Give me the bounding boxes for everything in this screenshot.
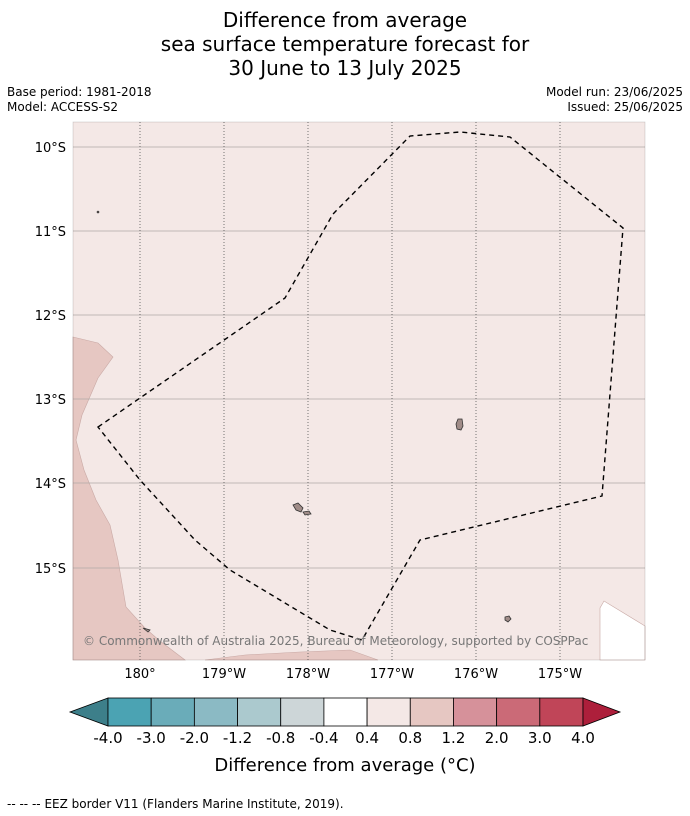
colorbar-tick-label: 0.4 (355, 729, 379, 747)
colorbar-tick-label: 1.2 (442, 729, 466, 747)
lat-label-15s: 15°S (35, 562, 66, 577)
ocean-anomaly-field (73, 122, 645, 660)
colorbar-segment (107, 697, 152, 727)
colorbar-tick-label: 0.8 (398, 729, 422, 747)
island-east (455, 418, 464, 431)
colorbar-segment (280, 697, 325, 727)
meta-right: Model run: 23/06/2025 Issued: 25/06/2025 (546, 85, 683, 115)
colorbar-segment (496, 697, 541, 727)
island-central (292, 502, 304, 513)
lat-label-11s: 11°S (35, 225, 66, 240)
colorbar-tick-label: -2.0 (180, 729, 209, 747)
title-line-3: 30 June to 13 July 2025 (228, 56, 462, 80)
model-name: Model: ACCESS-S2 (7, 100, 119, 114)
lat-label-14s: 14°S (35, 477, 66, 492)
footer-legend: -- -- -- EEZ border V11 (Flanders Marine… (7, 797, 344, 811)
colorbar-tick-label: -0.4 (309, 729, 338, 747)
map-frame (72, 121, 646, 661)
colorbar-segment (366, 697, 411, 727)
colorbar-extend-low (68, 697, 109, 727)
colorbar-segment (323, 697, 368, 727)
issued-date: Issued: 25/06/2025 (567, 100, 683, 114)
copyright-text: © Commonwealth of Australia 2025, Bureau… (83, 634, 588, 648)
lat-label-13s: 13°S (35, 393, 66, 408)
colorbar-tick-label: 2.0 (485, 729, 509, 747)
title-line-1: Difference from average (222, 8, 468, 32)
colorbar-tick-label: -1.2 (223, 729, 252, 747)
islands (96, 210, 512, 633)
lat-label-10s: 10°S (35, 141, 66, 156)
map-title: Difference from average sea surface temp… (0, 8, 690, 80)
island-central-small (302, 510, 312, 516)
colorbar-tick-label: 4.0 (571, 729, 595, 747)
colorbar-segment (453, 697, 498, 727)
meta-left: Base period: 1981-2018 Model: ACCESS-S2 (7, 85, 152, 115)
lon-label-177w: 177°W (370, 667, 414, 682)
colorbar-segment (409, 697, 454, 727)
warm-anomaly-region-west (72, 336, 186, 661)
colorbar: -4.0 -3.0 -2.0 -1.2 -0.8 -0.4 0.4 0.8 1.2 2.0 3.0 4… (68, 697, 622, 747)
colorbar-tick-label: -4.0 (93, 729, 122, 747)
colorbar-extend-high (582, 697, 622, 727)
lon-label-179w: 179°W (202, 667, 246, 682)
base-period: Base period: 1981-2018 (7, 85, 152, 99)
colorbar-tick-label: 3.0 (528, 729, 552, 747)
title-line-2: sea surface temperature forecast for (160, 32, 530, 56)
latitude-gridlines (73, 146, 645, 569)
longitude-labels: 180° 179°W 178°W 177°W 176°W 175°W (124, 667, 582, 682)
eez-legend-symbol: -- -- -- (7, 797, 41, 811)
colorbar-segment (237, 697, 282, 727)
island-northwest (96, 210, 100, 214)
lon-label-176w: 176°W (454, 667, 498, 682)
lon-label-175w: 175°W (538, 667, 582, 682)
warm-anomaly-region-south (204, 649, 379, 661)
colorbar-segment (150, 697, 195, 727)
colorbar-segment (539, 697, 584, 727)
colorbar-segment (193, 697, 238, 727)
eez-legend-text: EEZ border V11 (Flanders Marine Institut… (44, 797, 344, 811)
lon-label-178w: 178°W (286, 667, 330, 682)
latitude-labels: 10°S 11°S 12°S 13°S 14°S 15°S (35, 141, 66, 577)
model-run: Model run: 23/06/2025 (545, 85, 683, 99)
colorbar-tick-label: -3.0 (137, 729, 166, 747)
lat-label-12s: 12°S (35, 309, 66, 324)
lon-label-180: 180° (124, 667, 155, 682)
colorbar-title: Difference from average (°C) (214, 755, 476, 776)
colorbar-tick-label: -0.8 (266, 729, 295, 747)
neutral-anomaly-region-east (599, 600, 646, 661)
island-southwest (142, 627, 151, 633)
eez-border (96, 131, 624, 641)
island-south (504, 615, 512, 623)
